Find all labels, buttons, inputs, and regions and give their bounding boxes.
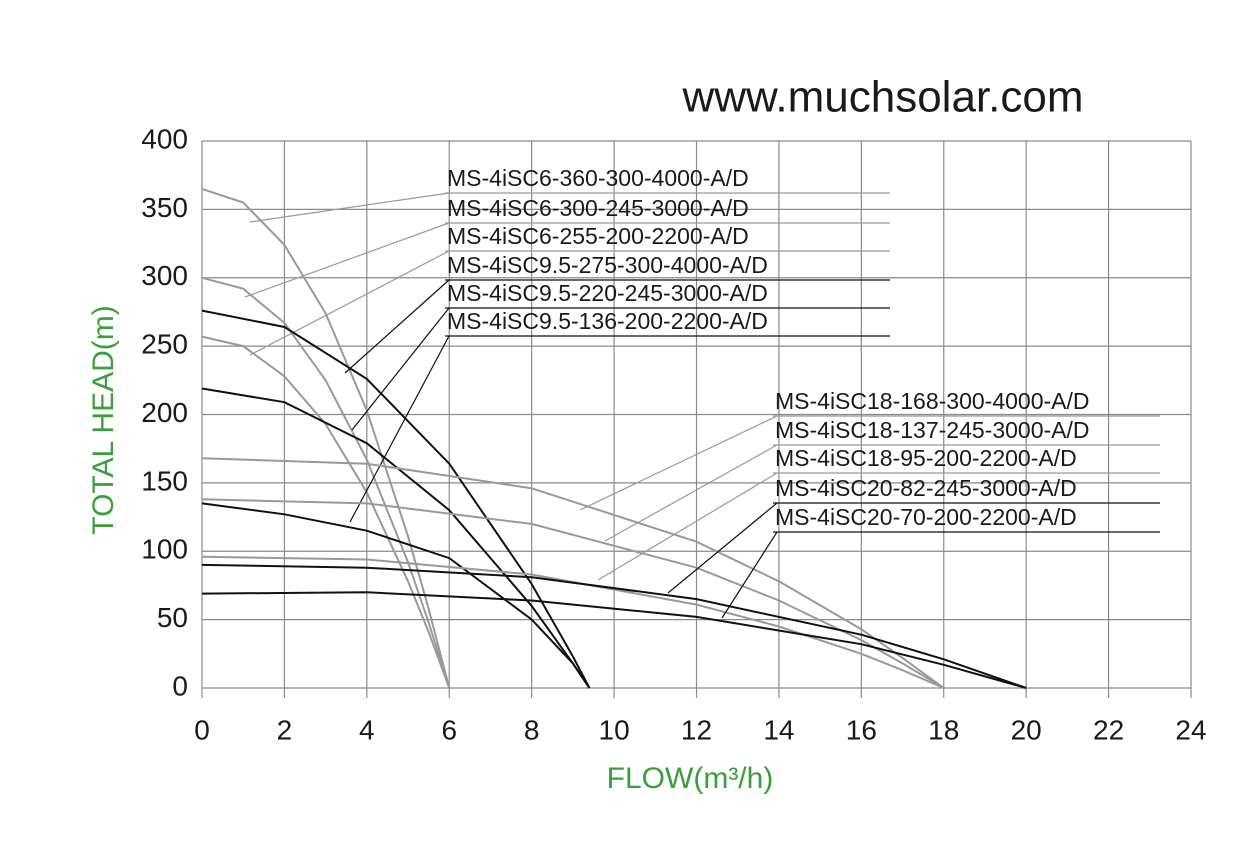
- curve: [201, 276, 451, 689]
- x-tick-label: 14: [763, 714, 794, 745]
- x-tick-label: 10: [599, 714, 630, 745]
- x-tick-label: 12: [681, 714, 712, 745]
- x-tick-label: 18: [928, 714, 959, 745]
- y-tick-label: 0: [172, 670, 188, 701]
- x-tick-label: 8: [524, 714, 540, 745]
- y-tick-label: 400: [141, 123, 188, 154]
- leader-line: [721, 531, 778, 619]
- x-tick-label: 16: [846, 714, 877, 745]
- curve-label: MS-4iSC6-255-200-2200-A/D: [447, 223, 749, 249]
- y-tick-label: 50: [157, 602, 188, 633]
- leader-line: [344, 279, 450, 374]
- curve-label: MS-4iSC9.5-275-300-4000-A/D: [447, 252, 768, 278]
- x-axis-label: FLOW(m³/h): [607, 762, 774, 795]
- y-tick-label: 300: [141, 260, 188, 291]
- leader-line: [579, 415, 778, 511]
- x-tick-label: 22: [1093, 714, 1124, 745]
- curve: [201, 591, 1027, 689]
- curve-label: MS-4iSC9.5-136-200-2200-A/D: [447, 308, 768, 334]
- x-tick-label: 0: [194, 714, 210, 745]
- curve: [201, 187, 451, 689]
- x-tick-label: 2: [277, 714, 293, 745]
- curve-label: MS-4iSC20-82-245-3000-A/D: [775, 475, 1077, 501]
- leader-line: [351, 307, 450, 431]
- y-tick-label: 200: [141, 397, 188, 428]
- curve-label: MS-4iSC18-168-300-4000-A/D: [775, 388, 1090, 414]
- curve: [201, 335, 451, 689]
- leader-line: [249, 192, 450, 223]
- leader-line: [249, 250, 450, 356]
- curve-label: MS-4iSC18-137-245-3000-A/D: [775, 417, 1090, 443]
- x-tick-label: 4: [359, 714, 375, 745]
- curve-label: MS-4iSC20-70-200-2200-A/D: [775, 504, 1077, 530]
- leader-line: [244, 222, 450, 298]
- y-tick-label: 250: [141, 329, 188, 360]
- curve-label: MS-4iSC6-360-300-4000-A/D: [447, 165, 749, 191]
- y-tick-label: 150: [141, 465, 188, 496]
- curve: [201, 498, 945, 689]
- watermark: www.muchsolar.com: [681, 73, 1083, 122]
- x-tick-label: 6: [441, 714, 457, 745]
- curve: [201, 563, 1027, 689]
- curve: [201, 309, 591, 689]
- x-tick-label: 24: [1175, 714, 1206, 745]
- leader-line: [597, 472, 778, 581]
- leader-line: [667, 502, 778, 594]
- leader-line: [349, 335, 450, 523]
- y-tick-label: 100: [141, 534, 188, 565]
- y-tick-label: 350: [141, 192, 188, 223]
- y-axis-label: TOTAL HEAD(m): [87, 305, 120, 534]
- curve-label: MS-4iSC18-95-200-2200-A/D: [775, 445, 1077, 471]
- curve-label: MS-4iSC6-300-245-3000-A/D: [447, 195, 749, 221]
- curve: [201, 555, 945, 689]
- curve: [201, 502, 591, 689]
- x-tick-label: 20: [1011, 714, 1042, 745]
- leader-line: [604, 444, 778, 542]
- curve-label: MS-4iSC9.5-220-245-3000-A/D: [447, 280, 768, 306]
